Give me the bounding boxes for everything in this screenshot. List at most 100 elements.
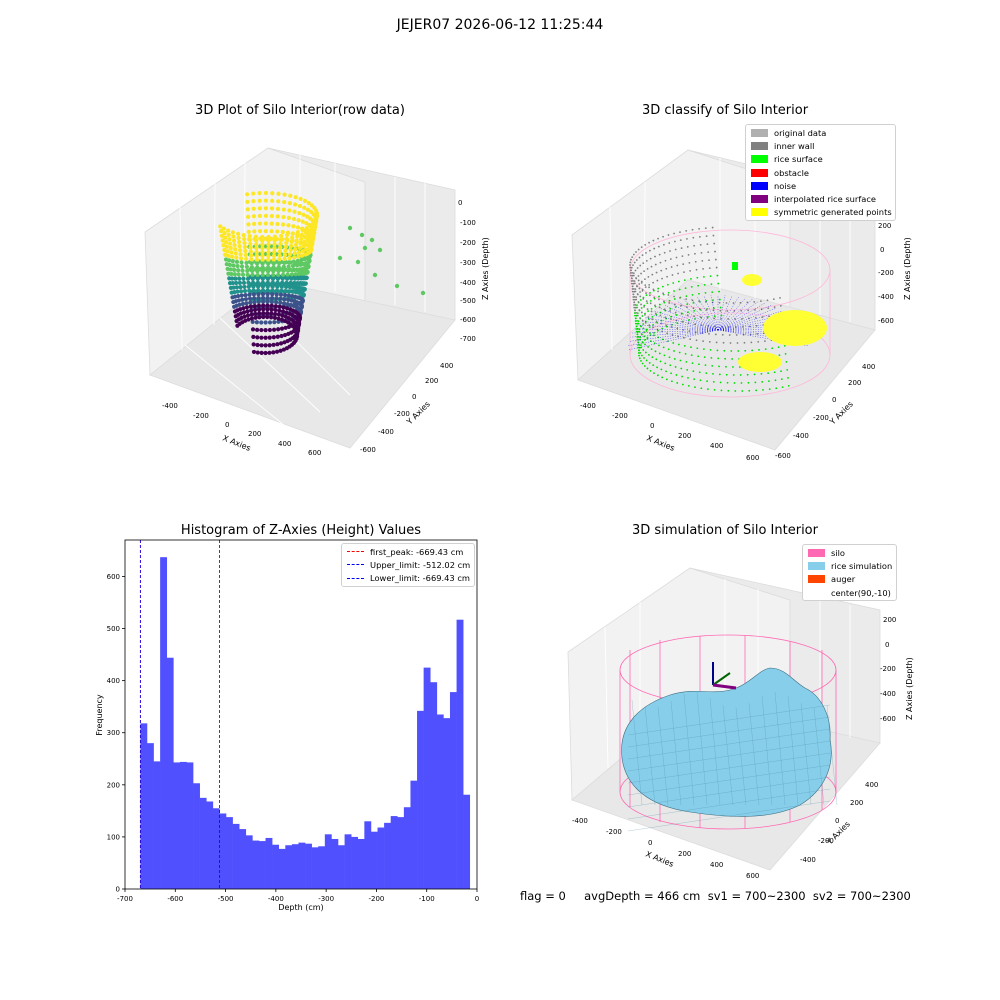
plot1-point	[261, 303, 266, 308]
plot2-point	[634, 322, 637, 325]
plot2-point	[718, 298, 721, 301]
histogram-ytick-label: 200	[107, 781, 120, 789]
plot2-point	[689, 338, 692, 341]
plot1-point	[252, 221, 257, 226]
plot4-mesh-line	[627, 776, 831, 808]
plot1-point	[295, 229, 300, 235]
plot2-point	[666, 332, 668, 335]
plot1-point	[275, 334, 280, 339]
plot1-point	[271, 327, 277, 332]
histogram-xtick-label: -500	[218, 895, 234, 903]
plot1-point	[290, 294, 295, 299]
plot1-point	[218, 224, 223, 229]
legend-line-icon	[347, 551, 364, 553]
plot1-point	[260, 250, 265, 255]
plot2-point	[674, 306, 677, 308]
plot2-point	[637, 341, 640, 344]
plot2-point	[645, 294, 648, 297]
plot1-point	[293, 272, 298, 277]
plot2-point	[719, 309, 722, 312]
plot2-ray	[649, 314, 719, 331]
plot2-point	[674, 248, 677, 251]
plot1-point	[301, 244, 306, 249]
plot2-point	[726, 381, 729, 384]
plot2-3d-axes[interactable]: -400 -200 0 200 400 600 -600 -400 -200 0…	[500, 0, 1000, 500]
plot1-point	[265, 276, 271, 282]
plot2-legend: original data inner wall rice surface obsta…	[745, 124, 896, 222]
plot2-ztick: -400	[878, 293, 894, 301]
plot2-point	[661, 338, 664, 341]
plot1-point	[283, 248, 288, 253]
plot4-xlabel: X Axies	[644, 850, 675, 869]
plot4-3d-axes[interactable]: -400 -200 0 200 400 600 -400 -200 0 200 …	[500, 500, 1000, 1000]
plot4-auger-icon	[712, 662, 737, 690]
plot1-point	[245, 199, 250, 204]
plot2-point	[774, 379, 777, 382]
plot2-point	[720, 314, 723, 317]
plot2-point	[648, 361, 651, 364]
plot1-point	[256, 303, 262, 308]
histogram-bar	[377, 827, 385, 889]
plot2-point	[645, 251, 647, 254]
plot1-point	[244, 264, 249, 269]
plot2-point	[699, 243, 702, 246]
plot1-point	[228, 245, 233, 251]
plot2-ray	[717, 296, 740, 331]
plot2-point	[665, 267, 668, 270]
plot1-point	[284, 306, 290, 311]
plot2-point	[705, 372, 708, 375]
plot2-ztick: -200	[878, 269, 894, 277]
plot1-point	[263, 198, 268, 203]
plot2-point	[712, 307, 715, 310]
plot2-point	[732, 366, 734, 368]
plot1-3d-axes[interactable]: -400 -200 0 200 400 600 -600 -400 -200 0…	[0, 0, 500, 500]
plot1-point	[235, 263, 240, 269]
plot2-point	[725, 302, 728, 304]
histogram-bar	[463, 794, 471, 889]
plot2-point	[747, 309, 750, 312]
plot1-point	[277, 257, 282, 262]
plot2-point	[645, 329, 648, 332]
plot1-point	[293, 290, 299, 295]
plot1-point	[231, 238, 237, 243]
plot1-point	[290, 268, 295, 273]
plot2-point	[779, 297, 781, 299]
plot2-point	[731, 358, 734, 360]
plot1-point	[289, 239, 294, 244]
plot2-point	[663, 251, 666, 254]
plot1-point	[255, 284, 261, 289]
plot1-point	[300, 219, 305, 224]
plot2-point	[659, 261, 662, 264]
plot1-point	[291, 285, 296, 290]
plot1-point	[287, 285, 293, 290]
histogram-bar	[344, 834, 352, 889]
histogram-bar	[370, 831, 378, 889]
plot1-ytick: -400	[378, 428, 394, 436]
plot1-point	[275, 280, 280, 285]
plot1-point	[230, 254, 235, 259]
plot2-point	[644, 278, 646, 281]
plot2-point	[647, 316, 650, 319]
plot1-point	[347, 225, 353, 231]
plot2-point	[698, 235, 701, 238]
plot2-point	[718, 290, 720, 293]
plot1-point	[288, 193, 293, 198]
plot1-point	[306, 200, 311, 206]
plot2-point	[643, 357, 645, 359]
plot2-point	[644, 286, 647, 289]
plot2-point	[656, 374, 659, 377]
plot1-point	[241, 306, 246, 311]
plot1-point	[273, 311, 278, 317]
plot2-legend-label: noise	[774, 180, 797, 191]
plot2-point	[680, 313, 683, 315]
plot1-point	[283, 325, 288, 330]
histogram-bar	[199, 797, 207, 889]
plot1-point	[227, 237, 232, 242]
plot2-point	[634, 288, 637, 290]
plot2-point	[658, 344, 660, 347]
plot1-point	[280, 276, 285, 281]
plot2-point	[713, 317, 716, 320]
histogram-chart[interactable]: -700 -600 -500 -400 -300 -200 -100 0 0 100 200 300 4…	[0, 500, 500, 1000]
plot2-point	[638, 283, 641, 285]
plot1-point	[257, 315, 262, 320]
